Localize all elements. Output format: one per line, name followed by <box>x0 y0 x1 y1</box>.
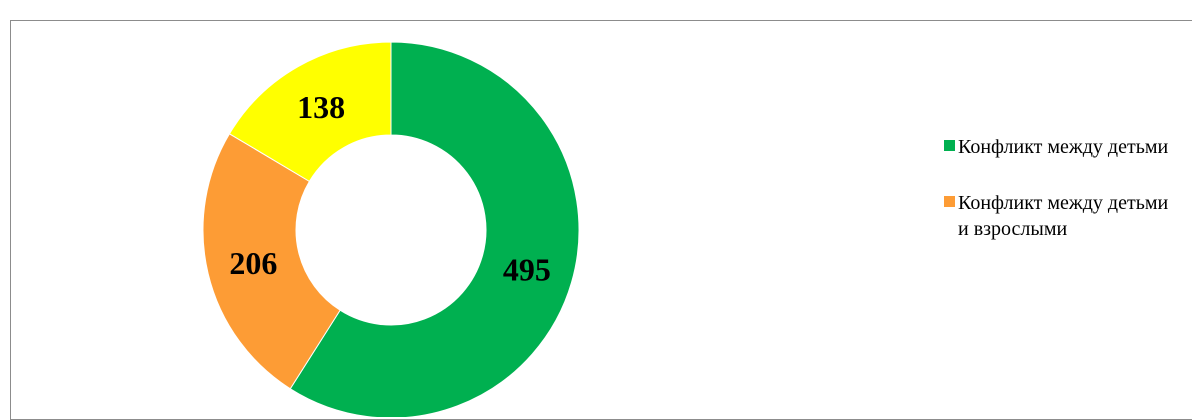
slice-value-label: 495 <box>503 251 551 287</box>
legend-swatch-orange <box>944 196 955 207</box>
donut-slice-1 <box>202 133 341 390</box>
slice-value-label: 138 <box>297 89 345 125</box>
chart-legend: Конфликт между детьми Конфликт между дет… <box>944 134 1184 272</box>
donut-slice-2 <box>228 41 392 183</box>
donut-slice-0 <box>289 41 580 417</box>
slice-value-label: 206 <box>229 245 277 281</box>
legend-label: Конфликт между детьми и взрослыми <box>958 192 1169 240</box>
legend-label: Конфликт между детьми <box>958 136 1169 158</box>
legend-swatch-green <box>944 140 955 151</box>
legend-item-children-conflict: Конфликт между детьми <box>944 134 1178 160</box>
legend-item-children-adults-conflict: Конфликт между детьми и взрослыми <box>944 190 1178 242</box>
